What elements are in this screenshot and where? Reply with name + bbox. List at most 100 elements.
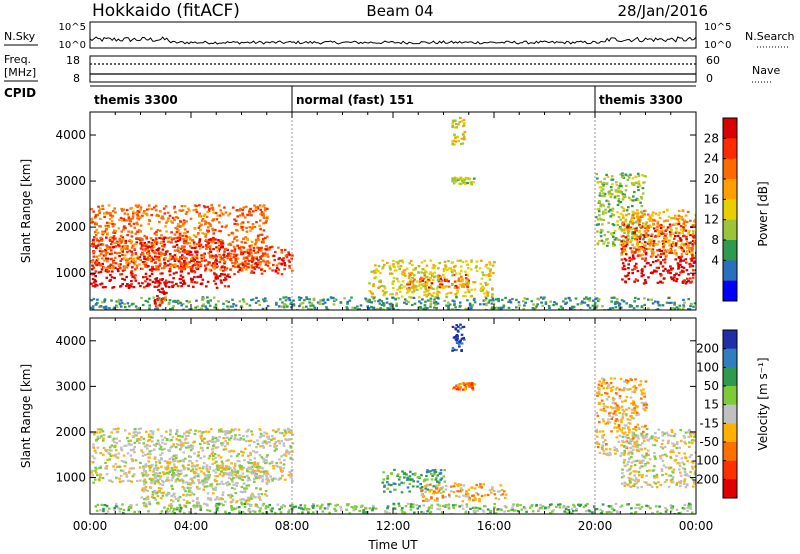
range-cell: [186, 486, 190, 489]
range-cell: [239, 437, 243, 440]
range-cell: [419, 278, 422, 281]
range-cell: [106, 458, 109, 461]
range-cell: [244, 262, 247, 265]
range-cell: [444, 488, 448, 491]
range-cell: [608, 191, 612, 194]
range-cell: [129, 271, 133, 274]
range-cell: [429, 284, 433, 287]
range-cell: [217, 430, 221, 433]
range-cell: [190, 246, 194, 249]
range-cell: [492, 261, 496, 264]
range-cell: [195, 460, 199, 463]
range-cell: [609, 215, 612, 218]
range-cell: [195, 210, 199, 214]
range-cell: [136, 205, 139, 209]
range-cell: [600, 195, 604, 198]
range-cell: [167, 236, 170, 240]
range-cell: [617, 187, 620, 190]
range-cell: [153, 490, 157, 493]
range-cell: [461, 178, 464, 181]
range-cell: [241, 214, 245, 217]
range-cell: [672, 217, 676, 220]
range-cell: [161, 438, 164, 441]
range-cell: [272, 477, 276, 480]
range-cell: [259, 445, 262, 448]
range-cell: [178, 469, 181, 472]
range-cell: [490, 302, 494, 305]
range-cell: [158, 444, 162, 447]
range-cell: [125, 475, 129, 478]
range-cell: [372, 283, 375, 286]
range-cell: [382, 478, 385, 481]
range-cell: [658, 224, 662, 227]
range-cell: [458, 345, 461, 348]
range-cell: [489, 274, 492, 277]
range-cell: [684, 224, 687, 227]
range-cell: [668, 248, 672, 251]
range-cell: [405, 302, 408, 305]
range-cell: [473, 288, 477, 291]
range-cell: [645, 221, 648, 224]
range-cell: [222, 278, 226, 282]
range-cell: [445, 304, 448, 307]
range-cell: [178, 473, 182, 476]
range-cell: [214, 440, 217, 443]
range-cell: [169, 254, 172, 257]
range-cell: [170, 265, 173, 268]
range-cell: [451, 274, 454, 277]
range-cell: [425, 271, 428, 274]
range-cell: [678, 304, 682, 307]
range-cell: [266, 253, 269, 256]
range-cell: [632, 307, 636, 310]
range-cell: [411, 276, 414, 280]
range-cell: [399, 265, 403, 268]
range-cell: [460, 137, 464, 140]
range-cell: [470, 181, 474, 184]
range-cell: [408, 283, 411, 286]
range-cell: [276, 430, 279, 433]
range-cell: [152, 467, 156, 470]
range-cell: [152, 246, 156, 249]
range-cell: [610, 232, 614, 235]
range-cell: [265, 432, 269, 435]
range-cell: [269, 444, 272, 447]
range-cell: [450, 261, 454, 264]
range-cell: [282, 442, 286, 445]
range-cell: [193, 452, 196, 455]
range-cell: [185, 431, 188, 434]
range-cell: [313, 308, 317, 310]
range-cell: [664, 238, 668, 241]
range-cell: [644, 257, 647, 260]
range-cell: [109, 263, 112, 266]
range-cell: [141, 489, 144, 492]
range-cell: [250, 266, 254, 269]
range-cell: [256, 439, 259, 442]
range-cell: [90, 431, 93, 434]
range-cell: [423, 291, 426, 294]
range-cell: [463, 383, 466, 386]
range-cell: [214, 475, 217, 478]
range-cell: [682, 270, 685, 273]
range-cell: [165, 479, 168, 483]
range-cell: [256, 205, 260, 208]
range-cell: [227, 494, 230, 497]
range-cell: [133, 263, 136, 266]
range-cell: [235, 500, 239, 503]
range-cell: [168, 462, 171, 465]
range-cell: [234, 482, 238, 485]
range-cell: [423, 259, 426, 262]
range-cell: [136, 479, 139, 483]
range-cell: [640, 305, 644, 308]
range-cell: [93, 449, 97, 452]
range-cell: [201, 483, 205, 486]
range-cell: [200, 223, 203, 226]
range-cell: [658, 216, 662, 219]
range-cell: [625, 302, 628, 305]
range-cell: [255, 504, 258, 507]
range-cell: [472, 181, 475, 184]
range-cell: [402, 482, 405, 485]
range-cell: [647, 241, 650, 244]
range-cell: [378, 285, 381, 289]
range-cell: [223, 262, 226, 265]
range-cell: [666, 269, 669, 272]
